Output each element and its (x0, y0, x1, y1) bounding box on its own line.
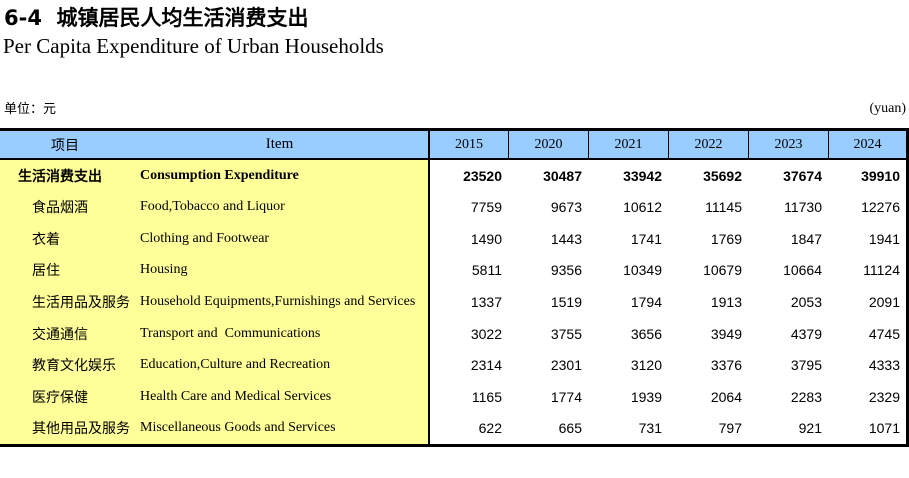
cell-value: 1939 (630, 388, 662, 405)
table-body: 生活消费支出 Consumption Expenditure 23520 304… (0, 160, 906, 444)
cell-value: 11124 (863, 262, 900, 279)
cell-value: 4745 (868, 325, 900, 342)
cell-value: 23520 (463, 167, 502, 184)
header-item-en: Item (265, 136, 294, 152)
table-row-education-culture-recreation: 教育文化娱乐 Education,Culture and Recreation … (0, 349, 906, 381)
cell-value: 3795 (790, 357, 822, 374)
header-year-2021: 2021 (588, 131, 668, 158)
header-year-2023: 2023 (748, 131, 828, 158)
cell-value: 2064 (710, 388, 742, 405)
cell-value: 33942 (623, 167, 662, 184)
page-title-en: Per Capita Expenditure of Urban Househol… (3, 34, 384, 58)
cell-value: 12276 (861, 199, 900, 216)
row-label-en: Transport and Communications (130, 317, 429, 350)
row-label-en: Consumption Expenditure (130, 160, 429, 192)
row-label-en: Education,Culture and Recreation (130, 349, 429, 381)
item-data-divider-line (428, 131, 430, 444)
header-year-2020: 2020 (508, 131, 588, 158)
cell-value: 1769 (710, 230, 742, 247)
header-year-2015: 2015 (429, 131, 508, 158)
cell-value: 3755 (550, 325, 582, 342)
row-label-en: Miscellaneous Goods and Services (130, 412, 429, 444)
row-label-cn: 教育文化娱乐 (0, 349, 130, 381)
header-year-2024: 2024 (828, 131, 906, 158)
row-label-cn: 居住 (0, 254, 130, 287)
row-label-cn: 衣着 (0, 223, 130, 255)
cell-value: 1774 (550, 388, 582, 405)
cell-value: 1741 (630, 230, 662, 247)
cell-value: 797 (718, 420, 742, 437)
row-label-en: Health Care and Medical Services (130, 380, 429, 413)
cell-value: 1941 (868, 230, 900, 247)
cell-value: 3949 (710, 325, 742, 342)
cell-value: 10664 (783, 262, 822, 279)
unit-label-en: (yuan) (869, 101, 906, 116)
cell-value: 921 (798, 420, 822, 437)
cell-value: 5811 (471, 262, 502, 279)
cell-value: 3120 (630, 357, 662, 374)
cell-value: 2091 (868, 293, 900, 310)
cell-value: 39910 (861, 167, 900, 184)
cell-value: 731 (638, 420, 662, 437)
row-label-cn: 食品烟酒 (0, 191, 130, 224)
cell-value: 3022 (470, 325, 502, 342)
cell-value: 665 (558, 420, 582, 437)
table-row-clothing-footwear: 衣着 Clothing and Footwear 1490 1443 1741 … (0, 223, 906, 255)
cell-value: 2053 (790, 293, 822, 310)
table-header-row: 项目 Item 2015 2020 2021 2022 2023 2024 (0, 131, 906, 160)
cell-value: 1794 (630, 293, 662, 310)
cell-value: 11730 (784, 199, 822, 216)
cell-value: 1490 (470, 230, 502, 247)
cell-value: 10679 (703, 262, 742, 279)
cell-value: 11145 (705, 199, 742, 216)
table-row-miscellaneous-goods-services: 其他用品及服务 Miscellaneous Goods and Services… (0, 412, 906, 444)
row-label-en: Food,Tobacco and Liquor (130, 191, 429, 224)
unit-row: 单位：元 (yuan) (0, 98, 909, 117)
row-label-cn: 医疗保健 (0, 380, 130, 413)
cell-value: 1337 (470, 293, 502, 310)
header-year-2022: 2022 (668, 131, 748, 158)
row-label-en: Clothing and Footwear (130, 223, 429, 255)
cell-value: 10349 (623, 262, 662, 279)
table-row-household-equipment-services: 生活用品及服务 Household Equipments,Furnishings… (0, 286, 906, 318)
cell-value: 4379 (790, 325, 822, 342)
cell-value: 4333 (868, 357, 900, 374)
cell-value: 2314 (470, 357, 502, 374)
cell-value: 2329 (868, 388, 900, 405)
row-label-en: Household Equipments,Furnishings and Ser… (130, 286, 429, 318)
cell-value: 35692 (703, 167, 742, 184)
table-row-consumption-expenditure: 生活消费支出 Consumption Expenditure 23520 304… (0, 160, 906, 192)
cell-value: 1165 (471, 388, 502, 405)
unit-label-cn: 单位：元 (4, 102, 57, 117)
header-item-cn: 项目 (51, 137, 79, 154)
cell-value: 622 (478, 420, 502, 437)
table-row-health-care-medical: 医疗保健 Health Care and Medical Services 11… (0, 380, 906, 413)
cell-value: 2301 (550, 357, 582, 374)
cell-value: 7759 (470, 199, 502, 216)
cell-value: 3376 (710, 357, 742, 374)
cell-value: 3656 (630, 325, 662, 342)
cell-value: 1519 (550, 293, 582, 310)
cell-value: 1847 (790, 230, 822, 247)
cell-value: 1071 (868, 420, 900, 437)
row-label-cn: 生活用品及服务 (0, 286, 130, 318)
cell-value: 9356 (550, 262, 582, 279)
cell-value: 10612 (623, 199, 662, 216)
row-label-en: Housing (130, 254, 429, 287)
cell-value: 2283 (790, 388, 822, 405)
table-row-housing: 居住 Housing 5811 9356 10349 10679 10664 1… (0, 254, 906, 287)
table-row-food-tobacco-liquor: 食品烟酒 Food,Tobacco and Liquor 7759 9673 1… (0, 191, 906, 224)
cell-value: 1443 (550, 230, 582, 247)
cell-value: 1913 (710, 293, 742, 310)
row-label-cn: 其他用品及服务 (0, 412, 130, 444)
page-title-cn: 6-4 城镇居民人均生活消费支出 (4, 6, 309, 30)
table-row-transport-communications: 交通通信 Transport and Communications 3022 3… (0, 317, 906, 350)
cell-value: 37674 (783, 167, 822, 184)
cell-value: 30487 (543, 167, 582, 184)
row-label-cn: 交通通信 (0, 317, 130, 350)
cell-value: 9673 (550, 199, 582, 216)
row-label-cn: 生活消费支出 (0, 160, 130, 192)
data-table: 项目 Item 2015 2020 2021 2022 2023 2024 生活… (0, 128, 909, 447)
